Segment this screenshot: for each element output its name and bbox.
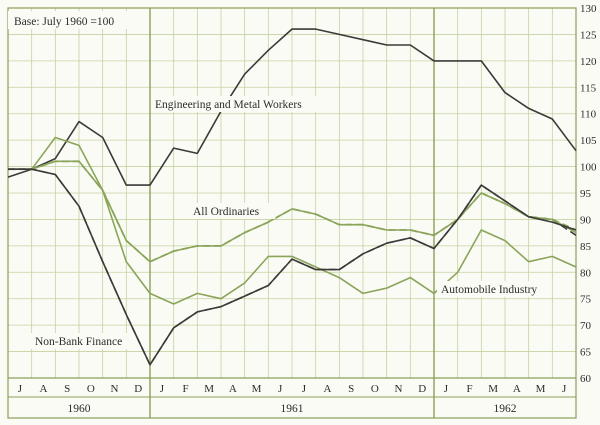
y-tick-label: 75: [580, 294, 592, 306]
x-tick-label: A: [324, 383, 332, 395]
series-label: Engineering and Metal Workers: [155, 99, 302, 111]
series-label: All Ordinaries: [193, 206, 260, 218]
series-label-bg: [151, 96, 322, 112]
x-tick-label: F: [466, 383, 472, 395]
x-tick-label: A: [229, 383, 237, 395]
x-tick-label: F: [182, 383, 188, 395]
y-tick-label: 95: [580, 188, 592, 200]
y-tick-label: 70: [580, 320, 592, 332]
year-label: 1961: [281, 403, 304, 415]
x-tick-label: S: [64, 383, 70, 395]
grid-lines: [7, 7, 577, 379]
x-tick-label: J: [562, 383, 567, 395]
x-tick-label: J: [302, 383, 307, 395]
series-lines: [7, 28, 577, 366]
y-tick-label: 115: [580, 82, 597, 94]
x-tick-label: J: [444, 383, 449, 395]
y-tick-label: 105: [580, 135, 597, 147]
series-label: Non-Bank Finance: [35, 336, 122, 348]
x-tick-label: M: [252, 383, 262, 395]
y-tick-label: 110: [580, 109, 597, 121]
x-tick-label: A: [40, 383, 48, 395]
x-tick-label: D: [418, 383, 426, 395]
series-labels: Engineering and Metal Workers All Ordinar…: [31, 96, 552, 349]
y-tick-label: 125: [580, 29, 597, 41]
year-label: 1962: [494, 403, 517, 415]
x-tick-label: J: [160, 383, 165, 395]
x-tick-label: M: [488, 383, 498, 395]
x-tick-label: N: [111, 383, 119, 395]
x-tick-label: D: [134, 383, 142, 395]
y-tick-label: 100: [580, 162, 597, 174]
y-tick-label: 90: [580, 214, 592, 226]
y-tick-label: 130: [580, 3, 597, 15]
x-tick-label: O: [371, 383, 379, 395]
x-tick-label: N: [395, 383, 403, 395]
chart-frame: [7, 7, 577, 419]
x-tick-label: J: [18, 383, 23, 395]
x-tick-label: S: [348, 383, 354, 395]
plot-border: [7, 7, 577, 419]
y-tick-label: 80: [580, 267, 592, 279]
x-tick-label: O: [87, 383, 95, 395]
series-line: [7, 28, 577, 186]
x-axis: J A S O N D J F M A M J J A S O N D J F M A M J 1960 1961 1962: [18, 383, 567, 415]
x-tick-label: M: [536, 383, 546, 395]
x-tick-label: M: [204, 383, 214, 395]
series-label-bg: [189, 203, 276, 219]
series-line: [8, 160, 577, 263]
y-tick-label: 85: [580, 241, 592, 253]
y-axis: 60 65 70 75 80 85 90 95 100 105 110 115 120 125 130: [580, 3, 597, 385]
year-label: 1960: [68, 403, 91, 415]
y-tick-label: 60: [580, 373, 592, 385]
y-tick-label: 65: [580, 347, 592, 359]
base-note: Base: July 1960 =100: [14, 16, 114, 28]
base-note-box: [8, 11, 128, 29]
series-label-bg: [31, 333, 129, 349]
x-tick-label: J: [278, 383, 283, 395]
series-label: Automobile Industry: [441, 284, 537, 296]
x-tick-label: A: [513, 383, 521, 395]
y-tick-label: 120: [580, 56, 597, 68]
series-line: [8, 168, 577, 366]
series-label-bg: [437, 281, 552, 297]
